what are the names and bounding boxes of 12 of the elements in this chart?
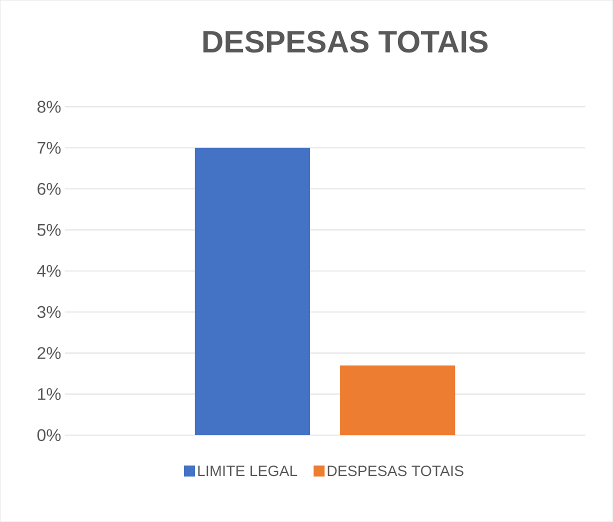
y-tick-label: 8% (37, 100, 61, 113)
chart-title: DESPESAS TOTAIS (203, 30, 488, 53)
y-tick-label: 1% (38, 388, 61, 400)
y-tick-label: 4% (37, 265, 61, 277)
y-tick-label: 2% (38, 347, 61, 360)
legend-label: DESPESAS TOTAIS (328, 466, 464, 476)
legend-label: LIMITE LEGAL (198, 466, 298, 476)
y-tick-label: 3% (37, 306, 61, 318)
y-tick-label: 6% (38, 182, 61, 195)
y-tick-label: 5% (37, 224, 61, 236)
y-tick-label: 7% (38, 142, 61, 154)
y-tick-label: 0% (37, 429, 61, 442)
